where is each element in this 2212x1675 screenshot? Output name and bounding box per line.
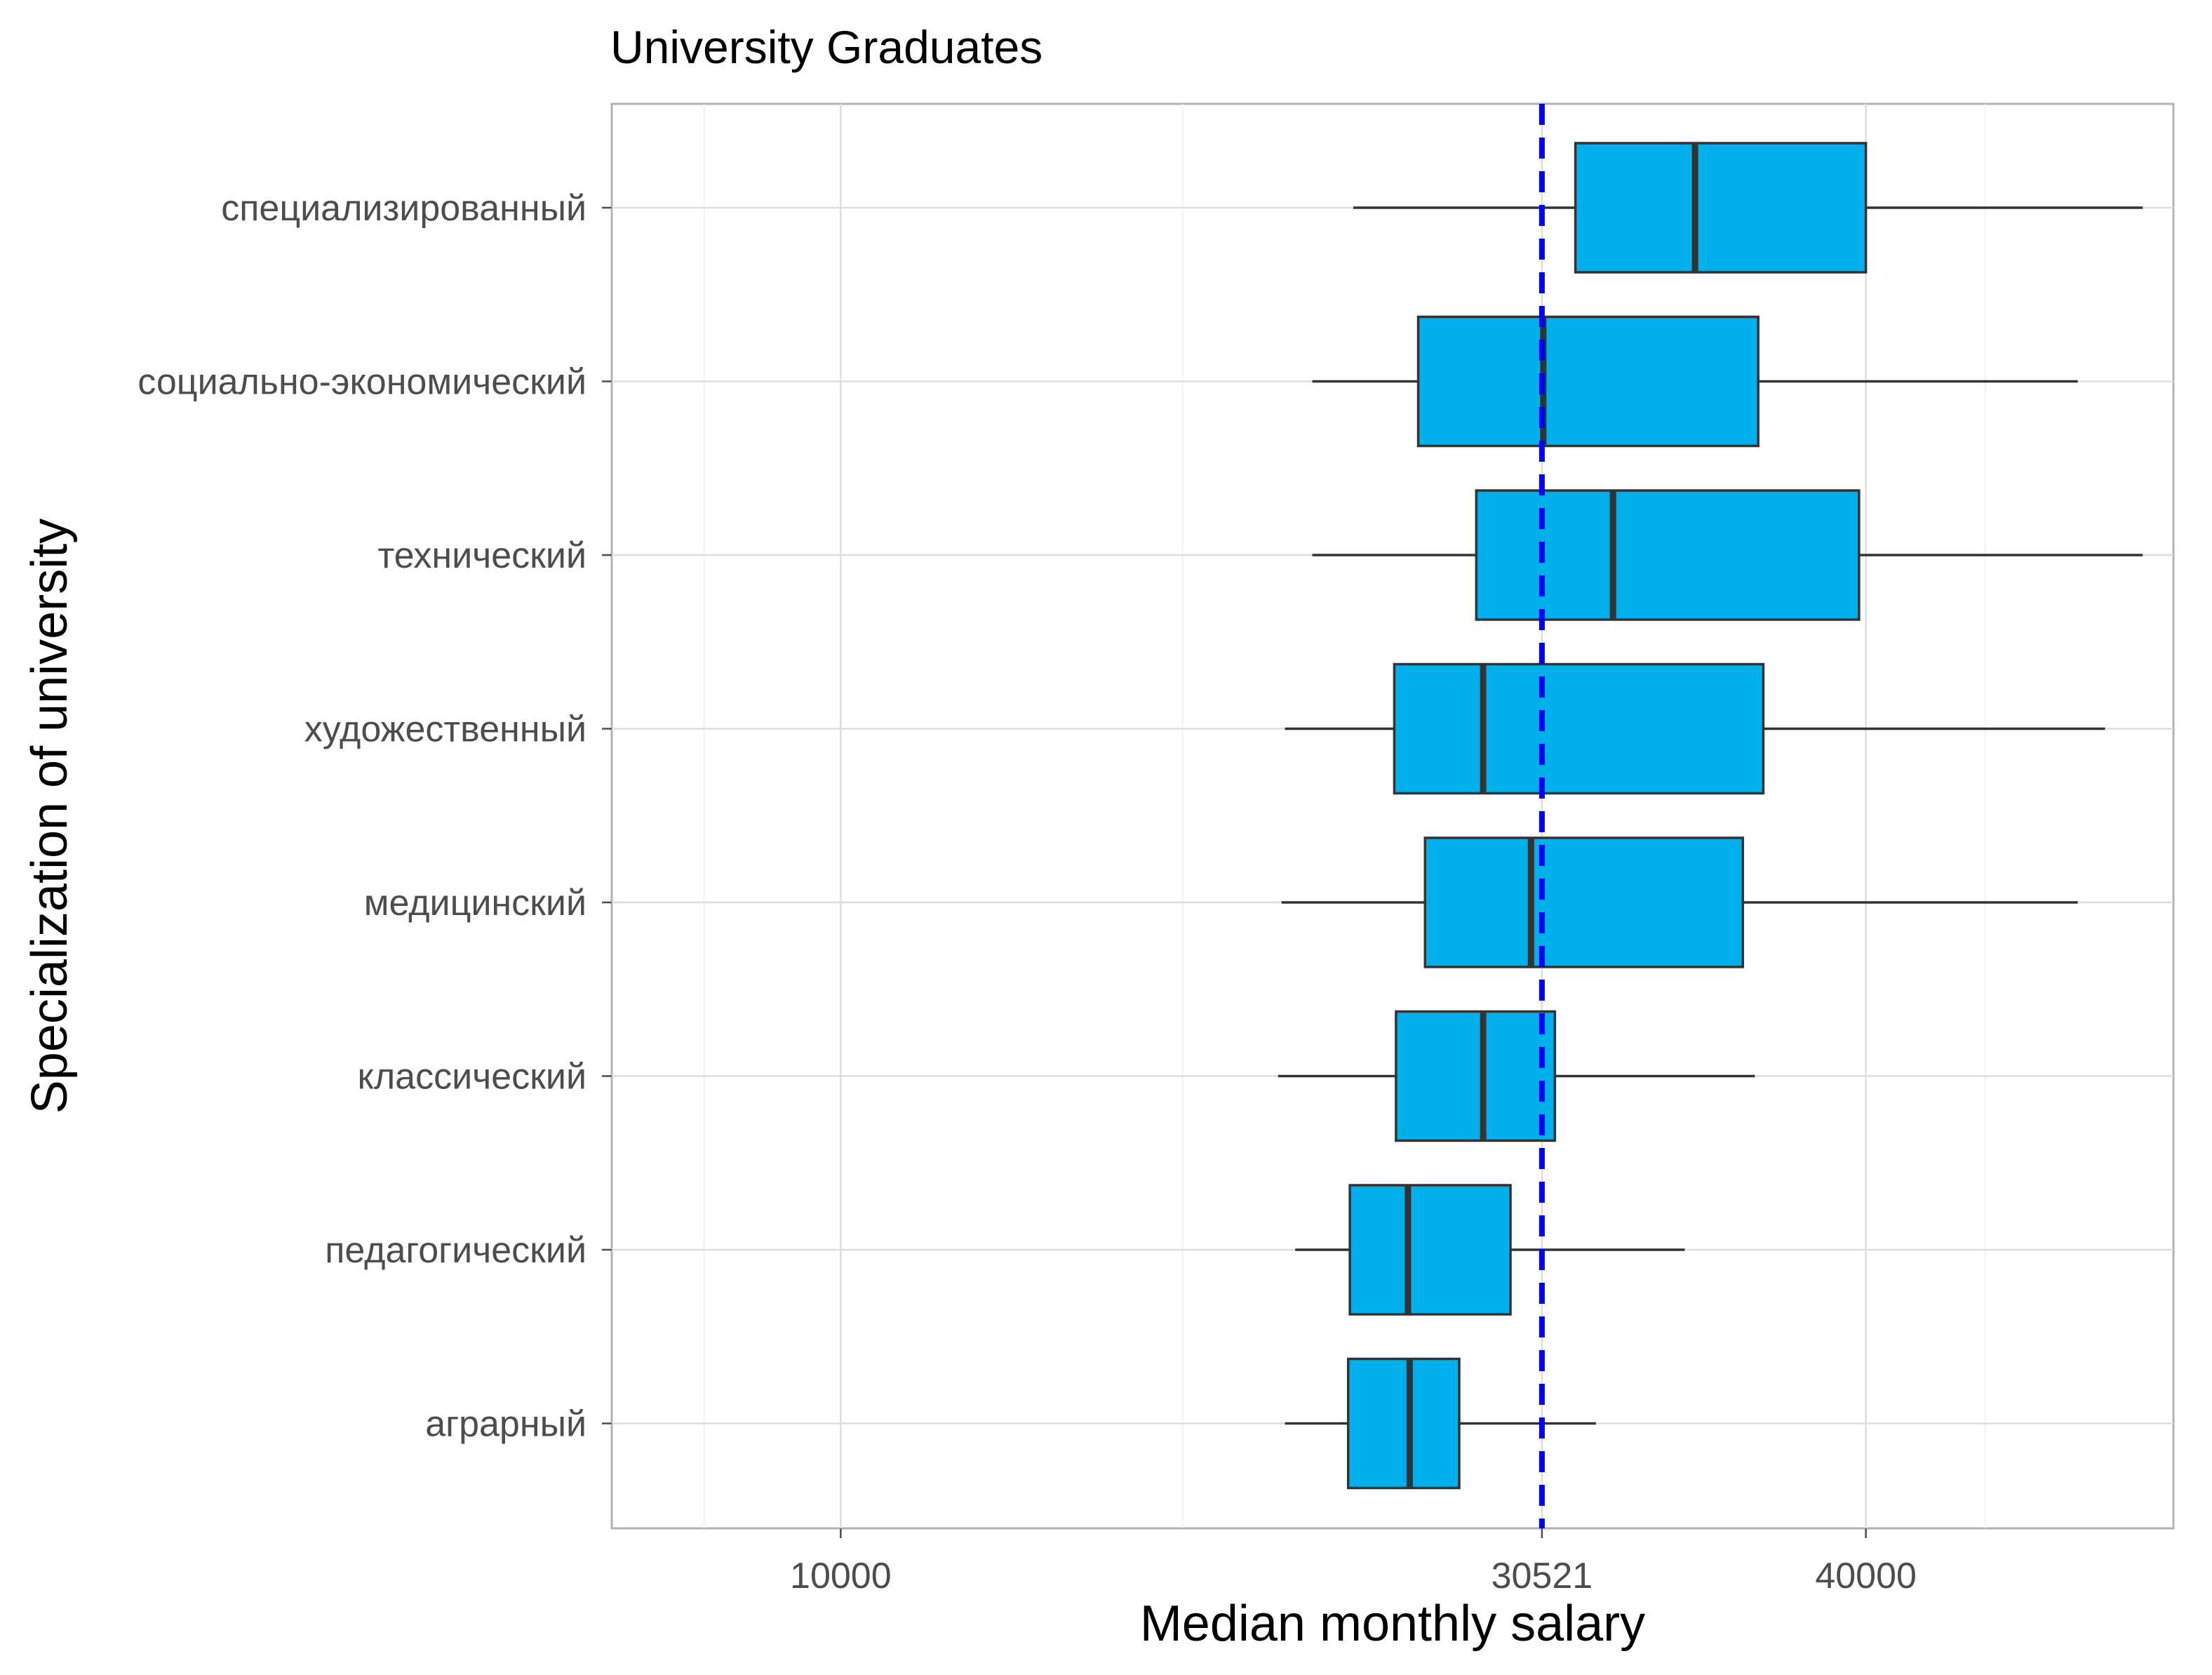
x-axis-ticks: 10000 30521 40000 bbox=[790, 1528, 1917, 1596]
x-tick-label: 40000 bbox=[1815, 1556, 1917, 1596]
box-iqr bbox=[1348, 1184, 1512, 1316]
box-iqr bbox=[1423, 836, 1745, 968]
box-2 bbox=[1312, 315, 2078, 448]
box-iqr bbox=[1346, 1357, 1461, 1490]
box-5 bbox=[1281, 836, 2078, 968]
box-iqr bbox=[1416, 315, 1759, 448]
box-4 bbox=[1285, 662, 2105, 795]
x-tick-label: 10000 bbox=[790, 1556, 892, 1596]
box-1 bbox=[1353, 142, 2143, 274]
minor-gridlines bbox=[703, 104, 1986, 1528]
box-6 bbox=[1278, 1010, 1755, 1142]
box-iqr bbox=[1574, 142, 1868, 274]
y-tick-label: специализированный bbox=[221, 188, 586, 229]
box-iqr bbox=[1395, 1010, 1557, 1142]
y-tick-label: художественный bbox=[304, 709, 586, 750]
y-tick-label: социально-экономический bbox=[138, 362, 586, 403]
box-8 bbox=[1285, 1357, 1596, 1490]
box-7 bbox=[1295, 1184, 1685, 1316]
y-tick-label: педагогический bbox=[325, 1230, 586, 1271]
chart-title: University Graduates bbox=[610, 21, 1043, 73]
x-tick-label: 30521 bbox=[1492, 1556, 1593, 1596]
box-iqr bbox=[1475, 489, 1861, 621]
y-axis-ticks: специализированный социально-экономически… bbox=[138, 188, 612, 1445]
box-iqr bbox=[1393, 662, 1765, 795]
y-tick-label: технический bbox=[377, 535, 586, 576]
y-tick-label: медицинский bbox=[364, 883, 586, 923]
y-axis-title: Specialization of university bbox=[22, 519, 78, 1114]
y-tick-label: классический bbox=[358, 1057, 587, 1097]
box-series bbox=[1278, 142, 2143, 1490]
y-tick-label: аграрный bbox=[425, 1404, 586, 1445]
x-axis-title: Median monthly salary bbox=[1140, 1596, 1645, 1652]
